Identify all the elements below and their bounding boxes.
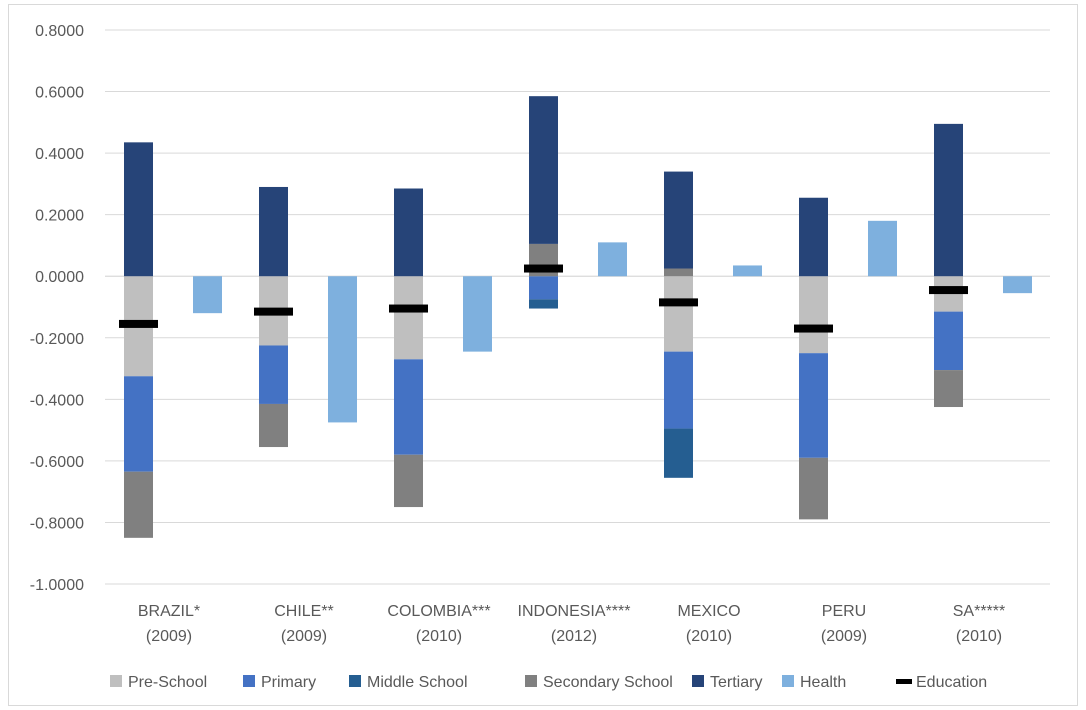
bar-tertiary: [934, 123, 963, 277]
y-tick-label: 0.8000: [35, 23, 84, 40]
bar-secondary-school: [259, 403, 288, 448]
y-tick-label: 0.0000: [35, 269, 84, 286]
y-tick-label: -0.6000: [30, 454, 84, 471]
bar-health: [1003, 276, 1032, 294]
bar-health: [463, 276, 492, 352]
x-tick-label: (2010): [956, 628, 1002, 645]
bar-pre-school: [799, 276, 828, 354]
x-tick-label: (2009): [821, 628, 867, 645]
education-marker: [794, 324, 833, 333]
legend-swatch: [896, 679, 912, 684]
legend: Pre-School Primary Middle School Secondary …: [110, 674, 987, 691]
bar-health: [328, 276, 357, 423]
x-tick-label: COLOMBIA***: [387, 603, 490, 620]
education-markers: [119, 264, 968, 333]
bar-primary: [799, 353, 828, 458]
bar-secondary-school: [664, 268, 693, 277]
bar-health: [598, 242, 627, 277]
x-axis: BRAZIL* (2009) CHILE** (2009) COLOMBIA*** (20…: [138, 603, 1005, 645]
x-tick-label: (2010): [686, 628, 732, 645]
bar-middle-school: [664, 428, 693, 478]
legend-label: Middle School: [367, 674, 468, 691]
bar-tertiary: [529, 96, 558, 244]
y-axis: 0.8000 0.6000 0.4000 0.2000 0.0000 -0.2000 -0.…: [30, 23, 84, 594]
bar-primary: [394, 359, 423, 455]
bar-pre-school: [394, 276, 423, 360]
legend-swatch: [525, 675, 537, 687]
x-tick-label: INDONESIA****: [518, 603, 631, 620]
bar-primary: [664, 351, 693, 429]
x-tick-label: (2009): [146, 628, 192, 645]
bar-tertiary: [259, 186, 288, 277]
y-tick-label: 0.4000: [35, 146, 84, 163]
legend-label: Health: [800, 674, 846, 691]
bar-secondary-school: [934, 370, 963, 408]
education-marker: [119, 319, 158, 328]
education-marker: [389, 304, 428, 313]
education-marker: [929, 286, 968, 295]
education-marker: [524, 264, 563, 273]
bar-middle-school: [529, 299, 558, 309]
y-tick-label: -0.2000: [30, 331, 84, 348]
bar-tertiary: [124, 142, 153, 277]
legend-label: Secondary School: [543, 674, 673, 691]
bar-tertiary: [799, 197, 828, 277]
y-tick-label: -0.8000: [30, 515, 84, 532]
x-tick-label: PERU: [822, 603, 866, 620]
legend-label: Education: [916, 674, 987, 691]
x-tick-label: MEXICO: [677, 603, 740, 620]
legend-label: Primary: [261, 674, 316, 691]
bar-primary: [529, 276, 558, 300]
bar-primary: [259, 345, 288, 404]
bar-secondary-school: [799, 457, 828, 520]
y-tick-label: -1.0000: [30, 577, 84, 594]
legend-swatch: [243, 675, 255, 687]
bar-health: [193, 276, 222, 314]
bar-tertiary: [664, 171, 693, 269]
x-tick-label: (2012): [551, 628, 597, 645]
x-tick-label: BRAZIL*: [138, 603, 200, 620]
gridlines: [105, 29, 1050, 585]
x-tick-label: (2009): [281, 628, 327, 645]
legend-label: Tertiary: [710, 674, 762, 691]
bar-pre-school: [664, 276, 693, 352]
bar-primary: [124, 376, 153, 472]
education-marker: [254, 307, 293, 316]
x-tick-label: SA*****: [953, 603, 1005, 620]
x-tick-label: CHILE**: [274, 603, 334, 620]
legend-label: Pre-School: [128, 674, 207, 691]
legend-swatch: [110, 675, 122, 687]
bar-secondary-school: [124, 471, 153, 538]
bar-secondary-school: [394, 454, 423, 508]
y-tick-label: -0.4000: [30, 392, 84, 409]
education-marker: [659, 298, 698, 307]
legend-swatch: [692, 675, 704, 687]
y-tick-label: 0.2000: [35, 208, 84, 225]
legend-swatch: [349, 675, 361, 687]
y-tick-label: 0.6000: [35, 85, 84, 102]
bar-health: [733, 265, 762, 277]
bars: [124, 96, 1032, 538]
x-tick-label: (2010): [416, 628, 462, 645]
bar-primary: [934, 311, 963, 371]
legend-swatch: [782, 675, 794, 687]
bar-health: [868, 220, 897, 277]
bar-tertiary: [394, 188, 423, 277]
chart-frame: [8, 4, 1078, 706]
